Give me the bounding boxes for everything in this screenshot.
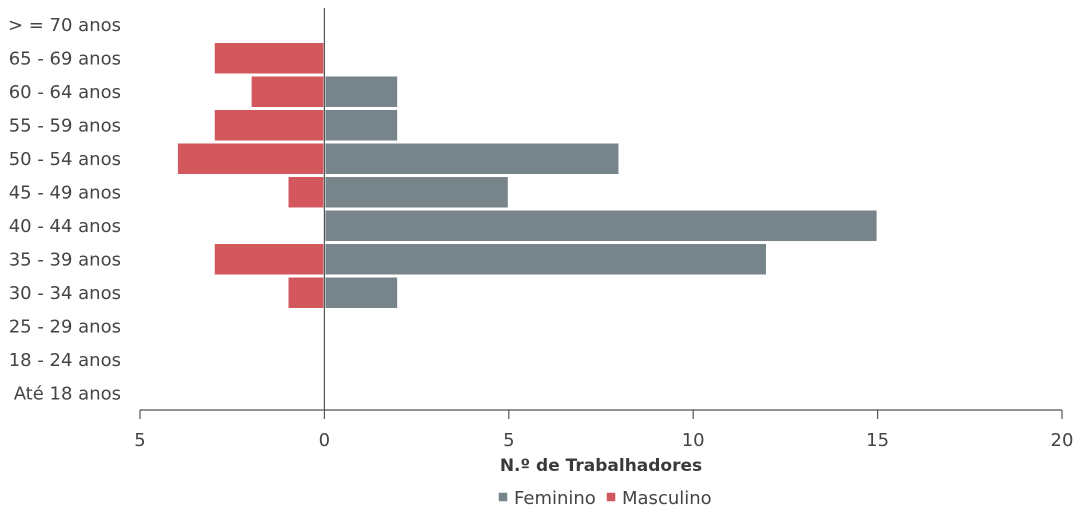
category-label: 65 - 69 anos [9,48,121,69]
legend-label-feminino: Feminino [514,488,596,509]
category-label: 60 - 64 anos [9,82,121,103]
bar-masculino-60-64-anos [249,74,326,109]
category-label: 35 - 39 anos [9,249,121,270]
x-axis-title: N.º de Trabalhadores [500,456,702,476]
x-tick-label: 15 [866,430,889,451]
category-label: 18 - 24 anos [9,350,121,371]
bars-layer [175,41,879,310]
bar-feminino-45-49-anos [323,175,510,210]
x-ticks-layer: 5 0 5 10 15 20 [134,410,1073,451]
legend-item-feminino: Feminino [497,488,596,509]
legend-label-masculino: Masculino [622,488,712,509]
bar-masculino-55-59-anos [212,108,326,143]
category-label: Até 18 anos [14,383,121,404]
category-label: 45 - 49 anos [9,182,121,203]
category-label: 30 - 34 anos [9,283,121,304]
category-labels-layer: Até 18 anos 18 - 24 anos 25 - 29 anos 30 - … [8,15,121,405]
bar-feminino-30-34-anos [323,275,400,310]
bar-feminino-35-39-anos [323,242,768,277]
category-label: > = 70 anos [8,15,121,36]
bar-masculino-65-69-anos [212,41,326,76]
x-tick-label: 5 [503,430,514,451]
legend: Feminino Masculino [497,488,712,509]
bar-feminino-50-54-anos [323,141,621,176]
bar-feminino-40-44-anos [323,208,879,243]
bar-masculino-45-49-anos [286,175,326,210]
category-label: 55 - 59 anos [9,115,121,136]
category-label: 40 - 44 anos [9,216,121,237]
x-tick-label: 10 [682,430,705,451]
x-tick-label: 0 [319,430,330,451]
bar-masculino-50-54-anos [175,141,326,176]
category-label: 50 - 54 anos [9,149,121,170]
bar-feminino-60-64-anos [323,74,400,109]
x-tick-label: 5 [134,430,145,451]
x-tick-label: 20 [1051,430,1074,451]
bar-masculino-35-39-anos [212,242,326,277]
legend-swatch-masculino [605,491,617,503]
category-label: 25 - 29 anos [9,316,121,337]
legend-item-masculino: Masculino [605,488,712,509]
legend-swatch-feminino [497,491,509,503]
bar-masculino-30-34-anos [286,275,326,310]
bar-feminino-55-59-anos [323,108,400,143]
